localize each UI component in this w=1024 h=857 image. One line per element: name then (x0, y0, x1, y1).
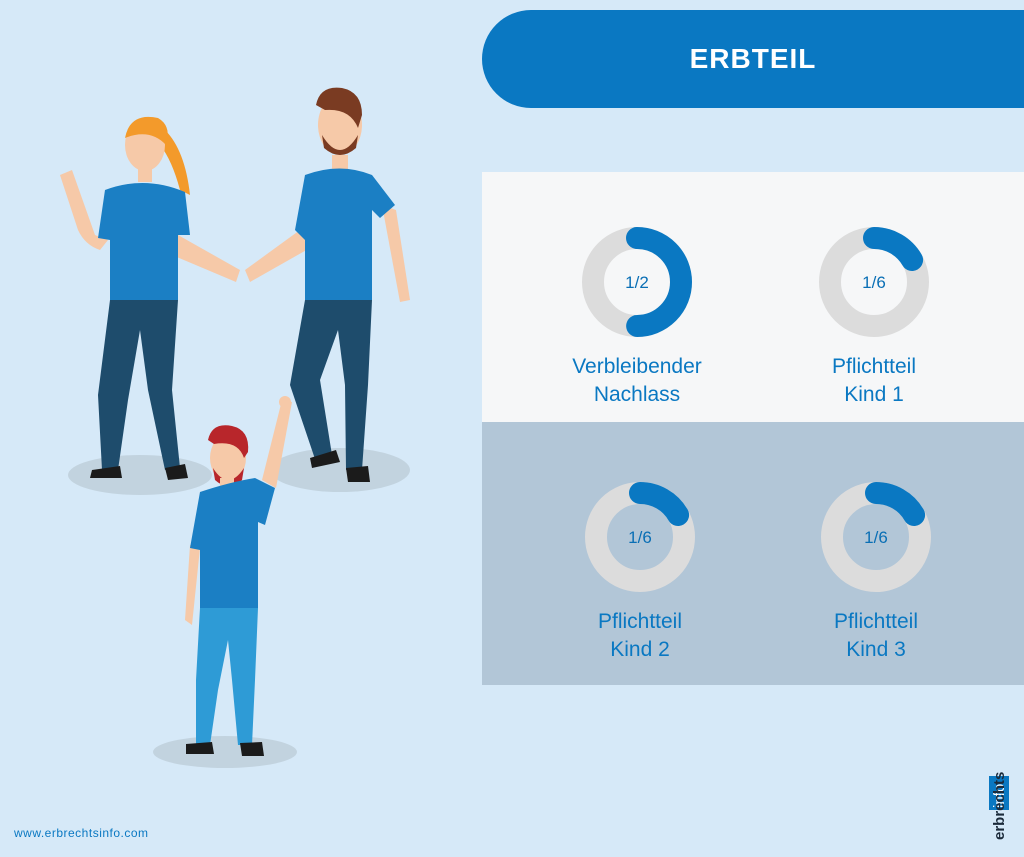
donut-chart-0: 1/2 (582, 227, 693, 337)
slice-label-line2: Kind 2 (610, 638, 670, 661)
man-figure (245, 87, 410, 482)
fraction-label: 1/2 (625, 273, 649, 292)
donut-slice (865, 482, 926, 526)
donut-chart-3: 1/6 (821, 482, 931, 592)
erbrechtsinfo-logo: info erbrechts (989, 772, 1009, 840)
slice-label-line2: Kind 3 (846, 638, 906, 661)
slice-label: Pflichtteil Kind 3 (766, 608, 986, 664)
slice-label-line2: Kind 1 (844, 383, 904, 406)
slice-label: Verbleibender Nachlass (527, 353, 747, 409)
website-url[interactable]: www.erbrechtsinfo.com (14, 826, 149, 840)
boy-shadow (153, 736, 297, 768)
slice-label: Pflichtteil Kind 2 (530, 608, 750, 664)
donut-pflichtteil-kind-3: 1/6 Pflichtteil Kind 3 (766, 480, 986, 664)
donut-slice (863, 227, 924, 271)
donut-pflichtteil-kind-2: 1/6 Pflichtteil Kind 2 (530, 480, 750, 664)
donut-chart-2: 1/6 (585, 482, 695, 592)
boy-figure (185, 396, 292, 756)
donut-verbleibender-nachlass: 1/2 Verbleibender Nachlass (527, 225, 747, 409)
fraction-label: 1/6 (864, 528, 888, 547)
slice-label: Pflichtteil Kind 1 (764, 353, 984, 409)
woman-shadow (68, 455, 212, 495)
slice-label-line1: Pflichtteil (831, 355, 917, 378)
panel-top (482, 172, 1024, 422)
fraction-label: 1/6 (628, 528, 652, 547)
slice-label-line1: Pflichtteil (833, 610, 919, 633)
donut-slice (629, 482, 690, 526)
header-banner: ERBTEIL (482, 10, 1024, 108)
donut-pflichtteil-kind-1: 1/6 Pflichtteil Kind 1 (764, 225, 984, 409)
slice-label-line1: Pflichtteil (597, 610, 683, 633)
slice-label-line2: Nachlass (593, 383, 681, 406)
page-title: ERBTEIL (689, 43, 817, 74)
donut-slice (626, 227, 693, 337)
fraction-label: 1/6 (862, 273, 886, 292)
svg-text:info: info (991, 784, 1008, 808)
people-illustration (60, 87, 410, 768)
man-shadow (270, 448, 410, 492)
donut-chart-1: 1/6 (819, 227, 929, 337)
svg-text:erbrechts: erbrechts (991, 772, 1008, 840)
slice-label-line1: Verbleibender (572, 355, 702, 378)
woman-figure (60, 116, 240, 480)
panel-bottom (482, 422, 1024, 685)
